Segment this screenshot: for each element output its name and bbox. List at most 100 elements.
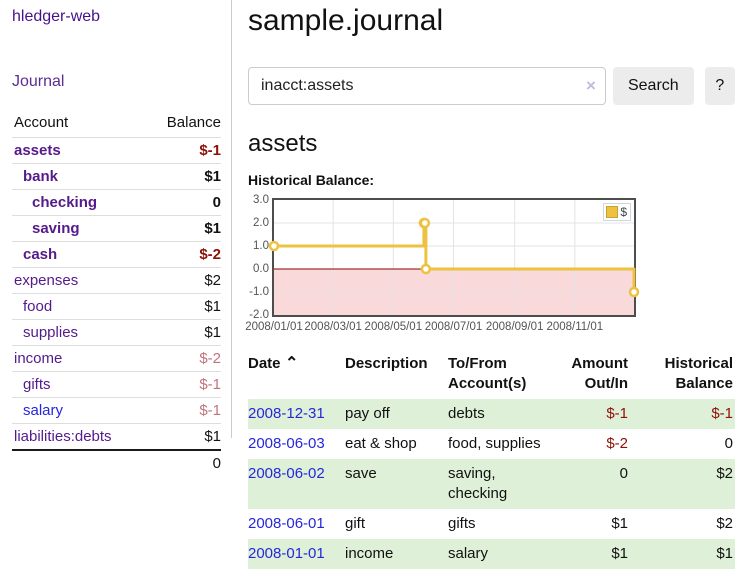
sidebar: hledger-web Journal Account Balance asse… bbox=[0, 0, 232, 476]
transaction-row: 2008-06-01 gift gifts $1 $2 bbox=[248, 509, 735, 539]
y-axis-tick-label: -2.0 bbox=[249, 309, 269, 321]
transaction-accounts: debts bbox=[448, 405, 485, 422]
x-axis-tick-label: 2008/09/01 bbox=[485, 321, 544, 333]
accounts-table-header: Account Balance bbox=[12, 111, 221, 138]
transaction-balance: $1 bbox=[716, 545, 733, 562]
help-button[interactable]: ? bbox=[704, 67, 735, 105]
account-balance: $-1 bbox=[145, 371, 221, 398]
transaction-balance: $2 bbox=[716, 515, 733, 532]
account-link-saving[interactable]: saving bbox=[32, 220, 80, 237]
legend-label: $ bbox=[620, 205, 627, 219]
transaction-date-link[interactable]: 2008-06-03 bbox=[248, 435, 325, 452]
transaction-balance: $2 bbox=[716, 465, 733, 482]
account-link-expenses[interactable]: expenses bbox=[14, 272, 79, 289]
account-balance: $1 bbox=[145, 293, 221, 320]
account-balance: $1 bbox=[145, 163, 221, 190]
sidebar-account-rows: assets $-1 bank $1 checking 0 saving $1 cash $-2 e… bbox=[12, 137, 221, 450]
register-column-header: Description bbox=[345, 355, 428, 372]
account-link-gifts[interactable]: gifts bbox=[23, 376, 51, 393]
search-input[interactable] bbox=[248, 67, 606, 105]
transaction-date-link[interactable]: 2008-01-01 bbox=[248, 545, 325, 562]
transaction-accounts: food, supplies bbox=[448, 435, 541, 452]
sidebar-account-row: assets $-1 bbox=[12, 137, 221, 164]
x-axis-tick-label: 2008/03/01 bbox=[304, 321, 362, 333]
transaction-balance: $-1 bbox=[711, 405, 733, 422]
account-link-assets[interactable]: assets bbox=[14, 142, 61, 159]
account-balance: $1 bbox=[145, 319, 221, 346]
account-heading: assets bbox=[248, 130, 318, 157]
chart-plot-area: $ bbox=[268, 198, 640, 317]
account-link-income[interactable]: income bbox=[14, 350, 63, 367]
register-column-header: To/From Account(s) bbox=[448, 355, 527, 392]
main-content: sample.journal × Search ? assets Histori… bbox=[245, 0, 735, 569]
register-column-header: Historical Balance bbox=[664, 355, 733, 392]
chart-title: Historical Balance: bbox=[248, 172, 375, 188]
sidebar-account-row: liabilities:debts $1 bbox=[12, 423, 221, 450]
account-link-food[interactable]: food bbox=[23, 298, 53, 315]
transaction-amount: $-1 bbox=[606, 405, 628, 422]
register-table: Date ⌃ Description To/From Account(s) Amount… bbox=[248, 352, 735, 569]
sidebar-account-row: gifts $-1 bbox=[12, 371, 221, 398]
account-link-checking[interactable]: checking bbox=[32, 194, 98, 211]
sidebar-item-journal[interactable]: Journal bbox=[12, 73, 65, 90]
transaction-amount: $1 bbox=[611, 515, 628, 532]
transaction-amount: $1 bbox=[611, 545, 628, 562]
sidebar-account-row: bank $1 bbox=[12, 163, 221, 190]
sort-asc-icon[interactable]: ⌃ bbox=[280, 355, 299, 372]
transaction-row: 2008-06-03 eat & shop food, supplies $-2 0 bbox=[248, 429, 735, 459]
sidebar-account-row: checking 0 bbox=[12, 189, 221, 216]
transaction-description: income bbox=[345, 545, 394, 562]
search-box: × bbox=[248, 67, 606, 105]
y-axis-tick-label: 2.0 bbox=[253, 217, 269, 229]
sidebar-account-row: cash $-2 bbox=[12, 241, 221, 268]
account-link-liabilities-debts[interactable]: liabilities:debts bbox=[14, 428, 112, 445]
account-balance: $-2 bbox=[145, 345, 221, 372]
sidebar-total-row: 0 bbox=[12, 449, 221, 476]
sidebar-account-row: expenses $2 bbox=[12, 267, 221, 294]
transaction-balance: 0 bbox=[724, 435, 733, 452]
account-link-cash[interactable]: cash bbox=[23, 246, 58, 263]
transaction-date-link[interactable]: 2008-06-01 bbox=[248, 515, 325, 532]
sidebar-total-balance: 0 bbox=[145, 449, 221, 476]
x-axis-tick-label: 2008/11/01 bbox=[546, 321, 604, 333]
chart-legend: $ bbox=[603, 203, 631, 221]
account-balance: $1 bbox=[145, 423, 221, 450]
x-axis-tick-label: 2008/05/01 bbox=[364, 321, 423, 333]
y-axis-tick-label: 1.0 bbox=[253, 240, 269, 252]
accounts-table: Account Balance assets $-1 bank $1 checking 0… bbox=[12, 111, 221, 476]
transaction-description: eat & shop bbox=[345, 435, 417, 452]
y-axis-tick-label: 0.0 bbox=[253, 263, 269, 275]
register-column-header: Amount Out/In bbox=[571, 355, 628, 392]
sidebar-account-row: income $-2 bbox=[12, 345, 221, 372]
account-link-bank[interactable]: bank bbox=[23, 168, 59, 185]
clear-search-icon[interactable]: × bbox=[586, 76, 596, 95]
transaction-accounts: salary bbox=[448, 545, 489, 562]
transaction-row: 2008-12-31 pay off debts $-1 $-1 bbox=[248, 399, 735, 429]
transaction-accounts: gifts bbox=[448, 515, 476, 532]
transaction-amount: 0 bbox=[619, 465, 628, 482]
register-column-header[interactable]: Date ⌃ bbox=[248, 355, 299, 372]
account-link-salary[interactable]: salary bbox=[23, 402, 64, 419]
transaction-accounts: saving, checking bbox=[448, 465, 508, 502]
x-axis-tick-label: 2008/01/01 bbox=[245, 321, 303, 333]
sidebar-account-row: supplies $1 bbox=[12, 319, 221, 346]
transaction-description: pay off bbox=[345, 405, 390, 422]
transaction-row: 2008-06-02 save saving, checking 0 $2 bbox=[248, 459, 735, 509]
y-axis-tick-label: 3.0 bbox=[253, 194, 269, 206]
legend-swatch bbox=[606, 206, 619, 218]
account-balance: $2 bbox=[145, 267, 221, 294]
search-button[interactable]: Search bbox=[612, 67, 694, 105]
page-title: sample.journal bbox=[248, 4, 444, 37]
transaction-amount: $-2 bbox=[606, 435, 628, 452]
transaction-date-link[interactable]: 2008-12-31 bbox=[248, 405, 325, 422]
app-brand-link[interactable]: hledger-web bbox=[12, 8, 101, 25]
account-balance: $1 bbox=[145, 215, 221, 242]
search-row: × Search ? bbox=[248, 67, 735, 105]
account-balance: $-1 bbox=[145, 397, 221, 424]
transaction-description: gift bbox=[345, 515, 366, 532]
transaction-date-link[interactable]: 2008-06-02 bbox=[248, 465, 325, 482]
chart-canvas bbox=[268, 200, 640, 315]
account-balance: $-2 bbox=[145, 241, 221, 268]
account-link-supplies[interactable]: supplies bbox=[23, 324, 79, 341]
sidebar-account-row: salary $-1 bbox=[12, 397, 221, 424]
